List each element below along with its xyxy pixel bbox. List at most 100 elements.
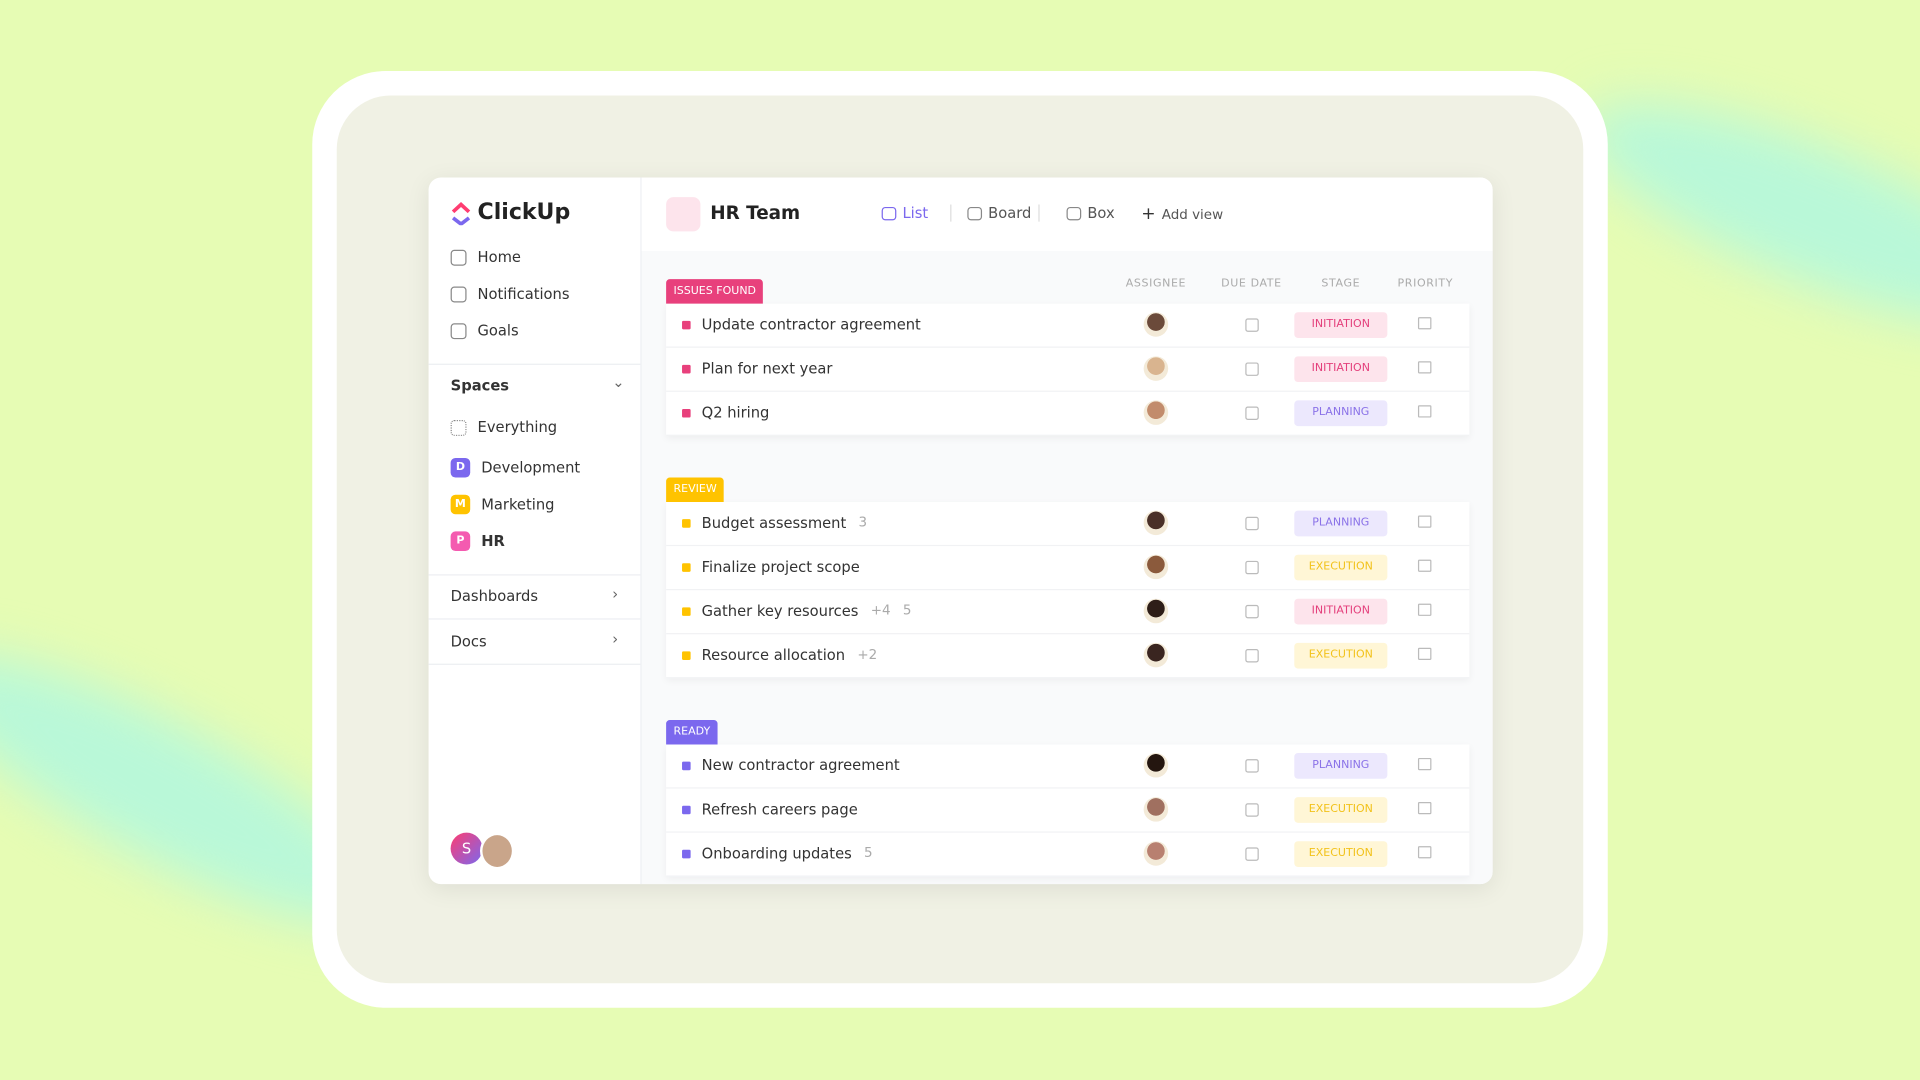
group-card: New contractor agreement PLANNING Refresh … (666, 744, 1470, 877)
priority-flag (1417, 317, 1432, 330)
task-row[interactable]: Budget assessment 3 PLANNING (666, 502, 1470, 547)
section-label[interactable]: Docs (450, 633, 487, 651)
header: HR Team List Board Box + Add view (641, 177, 1493, 252)
view-tab[interactable]: Box (1066, 204, 1115, 222)
nav-item[interactable]: Notifications (450, 285, 570, 302)
status-dot (682, 849, 691, 859)
task-name-wrap: New contractor agreement (702, 757, 900, 774)
nav-icon (450, 249, 467, 266)
priority-flag (1417, 515, 1432, 528)
assignee-avatar (1143, 510, 1169, 536)
stage-pill: EXECUTION (1294, 841, 1388, 867)
divider (428, 363, 641, 365)
divider (428, 618, 641, 620)
view-label: Box (1087, 204, 1115, 222)
space-name: HR (481, 532, 505, 550)
task-name: New contractor agreement (701, 756, 900, 774)
task-row[interactable]: Plan for next year INITIATION (666, 348, 1470, 392)
assignee-avatar (1143, 356, 1169, 381)
spaces-title: Spaces (450, 377, 510, 395)
status-dot (682, 563, 691, 572)
status-dot (682, 651, 691, 661)
group-tag: READY (666, 720, 718, 745)
view-tab[interactable]: Board (967, 204, 1031, 222)
group-tag: REVIEW (666, 477, 725, 503)
space-item[interactable]: Everything (450, 419, 557, 436)
status-dot (682, 805, 691, 815)
view-icon (967, 206, 983, 220)
nav-item[interactable]: Goals (450, 322, 519, 340)
priority-flag (1417, 603, 1432, 616)
section-label[interactable]: Dashboards (450, 587, 538, 605)
column-header: ASSIGNEE (1125, 277, 1187, 291)
task-name-wrap: Resource allocation +2 (702, 647, 878, 664)
assignee-avatar (1143, 642, 1169, 668)
task-row[interactable]: Onboarding updates 5 EXECUTION (666, 833, 1470, 877)
member-avatar (480, 832, 515, 870)
space-item[interactable]: P HR (450, 531, 505, 552)
task-name-wrap: Update contractor agreement (702, 316, 921, 333)
view-tab[interactable]: List (881, 204, 929, 222)
task-name: Gather key resources (701, 602, 859, 620)
logo-text: ClickUp (477, 199, 571, 226)
task-name: Resource allocation (701, 646, 846, 664)
group-card: Budget assessment 3 PLANNING Finalize proje… (666, 502, 1470, 679)
task-name: Budget assessment (701, 514, 847, 532)
status-dot (682, 408, 691, 418)
status-dot (682, 607, 691, 616)
group-tag: ISSUES FOUND (666, 279, 764, 304)
chevron[interactable]: ⌄ (612, 373, 625, 391)
group-header: ISSUES FOUND ASSIGNEE DUE DATE STAGE PRIORIT… (666, 276, 1469, 304)
space-icon (450, 419, 467, 436)
task-row[interactable]: Update contractor agreement INITIATION (666, 304, 1470, 348)
add-view[interactable]: + Add view (1141, 204, 1223, 224)
task-row[interactable]: Gather key resources +4 5 INITIATION (666, 590, 1470, 635)
task-extra: +4 (870, 602, 891, 619)
task-row[interactable]: Finalize project scope EXECUTION (666, 546, 1470, 591)
assignee-avatar (1143, 554, 1169, 580)
space-icon (666, 197, 701, 232)
status-dot (682, 761, 691, 771)
view-icon (881, 206, 897, 220)
logo[interactable]: ClickUp (451, 199, 571, 226)
assignee-avatar (1143, 312, 1169, 337)
column-header: PRIORITY (1397, 277, 1454, 291)
view-sep (950, 204, 952, 222)
priority-flag (1417, 559, 1432, 572)
view-label: List (902, 204, 929, 222)
nav-icon (450, 322, 467, 339)
space-name: Development (481, 459, 581, 477)
task-extra: 3 (858, 514, 868, 531)
priority-flag (1417, 647, 1432, 661)
nav-item[interactable]: Home (450, 249, 521, 266)
task-row[interactable]: Q2 hiring PLANNING (666, 392, 1470, 436)
nav-label: Goals (477, 322, 519, 340)
task-row[interactable]: Refresh careers page EXECUTION (666, 789, 1470, 833)
status-dot (682, 364, 691, 374)
group-header: REVIEW (666, 474, 1469, 503)
space-name: Marketing (481, 495, 555, 514)
task-name-wrap: Plan for next year (702, 360, 833, 377)
task-row[interactable]: Resource allocation +2 EXECUTION (666, 634, 1470, 679)
due-date-icon (1245, 318, 1259, 332)
section-chevron: › (612, 585, 619, 603)
task-name-wrap: Onboarding updates 5 (702, 845, 873, 862)
task-row[interactable]: New contractor agreement PLANNING (666, 744, 1470, 789)
due-date-icon (1245, 406, 1259, 421)
stage-pill: INITIATION (1294, 312, 1388, 338)
view-icon (1066, 206, 1082, 220)
logo-icon (451, 201, 471, 225)
task-extra: +2 (857, 646, 878, 663)
task-name: Refresh careers page (701, 800, 858, 818)
space-item[interactable]: M Marketing (450, 494, 555, 515)
nav-icon (450, 285, 467, 302)
assignee-avatar (1143, 797, 1169, 822)
assignee-avatar (1143, 841, 1169, 866)
space-item[interactable]: D Development (450, 457, 581, 478)
user-avatar[interactable]: S (450, 832, 483, 865)
task-extra: 5 (902, 602, 912, 619)
main: HR Team List Board Box + Add view ISSUES FOU… (641, 177, 1493, 885)
assignee-avatar (1143, 598, 1169, 624)
